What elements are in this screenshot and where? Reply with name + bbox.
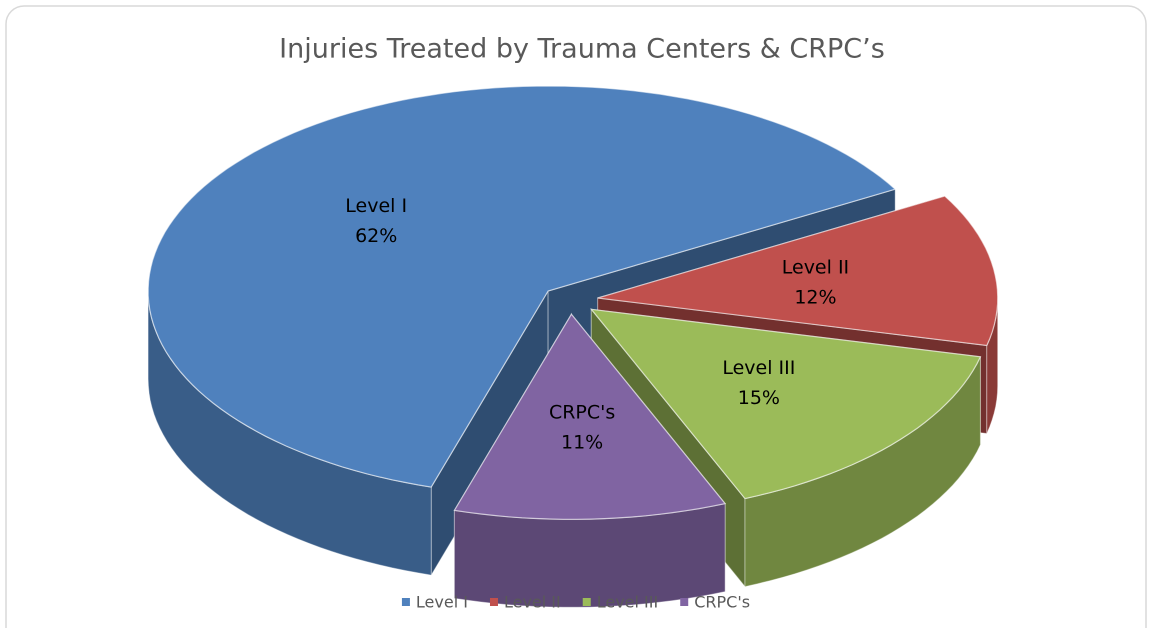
- legend-swatch: [401, 598, 410, 606]
- legend-label: Level II: [504, 593, 561, 612]
- slice-category-label: Level I: [345, 195, 407, 217]
- legend-swatch: [582, 598, 591, 606]
- slice-value-label: 15%: [738, 387, 780, 409]
- legend-swatch: [489, 598, 498, 606]
- slice-value-label: 62%: [355, 225, 397, 247]
- chart-title: Injuries Treated by Trauma Centers & CRP…: [279, 34, 885, 65]
- legend-swatch: [680, 598, 689, 606]
- legend-label: CRPC's: [694, 593, 750, 612]
- slice-value-label: 12%: [794, 286, 836, 308]
- slice-category-label: Level III: [722, 357, 795, 379]
- slice: [589, 308, 982, 500]
- slice: [597, 195, 999, 347]
- slice: [147, 85, 897, 488]
- slice: [453, 313, 727, 520]
- slice-value-label: 11%: [561, 431, 603, 453]
- slice-category-label: CRPC's: [549, 401, 615, 423]
- legend-label: Level I: [416, 593, 468, 612]
- slice-category-label: Level II: [782, 256, 849, 278]
- legend-label: Level III: [597, 593, 658, 612]
